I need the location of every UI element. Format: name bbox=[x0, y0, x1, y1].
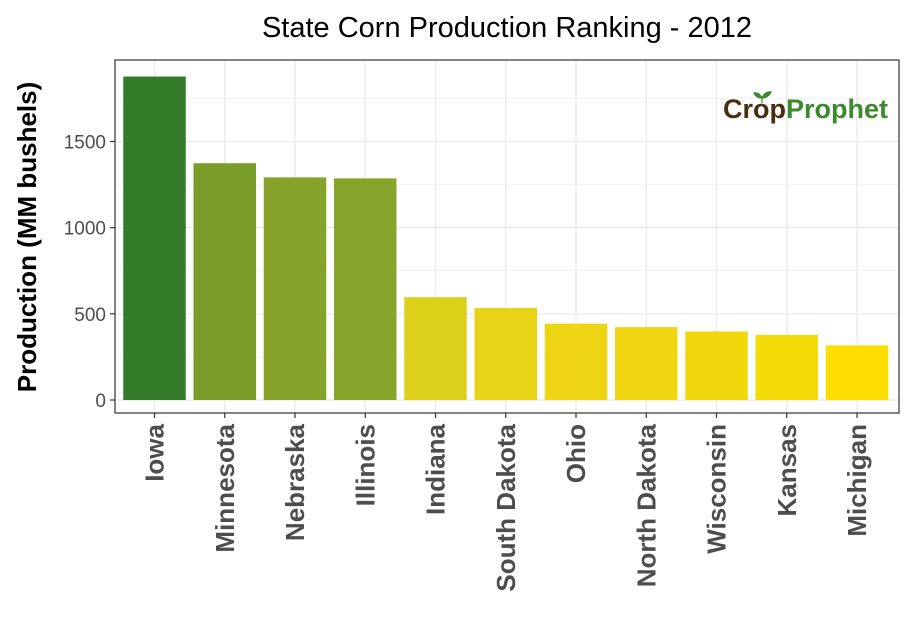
logo-text-prophet: Prophet bbox=[786, 94, 888, 124]
x-tick-label: Ohio bbox=[561, 424, 591, 483]
x-tick-label: Nebraska bbox=[280, 423, 310, 541]
bar-wisconsin bbox=[685, 331, 748, 400]
bar-iowa bbox=[123, 76, 186, 400]
y-axis-label: Production (MM bushels) bbox=[12, 82, 42, 393]
x-tick-label: Wisconsin bbox=[702, 424, 732, 554]
x-axis: Iowa Minnesota Nebraska Illinois Indiana Sout… bbox=[140, 413, 872, 592]
bar-michigan bbox=[825, 345, 889, 400]
bar-minnesota bbox=[193, 163, 256, 400]
sprout-icon bbox=[753, 91, 772, 103]
bar-south-dakota bbox=[474, 307, 537, 400]
bar-illinois bbox=[334, 178, 397, 400]
bar-indiana bbox=[404, 297, 467, 400]
y-tick-label: 1500 bbox=[64, 133, 106, 154]
bar-north-dakota bbox=[615, 327, 678, 400]
x-tick-label: Indiana bbox=[421, 423, 451, 515]
bar-ohio bbox=[544, 323, 608, 400]
chart-title: State Corn Production Ranking - 2012 bbox=[262, 12, 752, 44]
bars bbox=[123, 76, 889, 400]
y-tick-label: 500 bbox=[74, 305, 106, 326]
y-tick-label: 0 bbox=[95, 391, 106, 412]
logo-text-crop: Cr bbox=[723, 94, 753, 124]
logo-text-p: p bbox=[770, 94, 787, 124]
x-tick-label: Illinois bbox=[350, 424, 380, 506]
x-tick-label: Kansas bbox=[772, 424, 802, 517]
logo-text-o: o bbox=[753, 94, 770, 124]
x-tick-label: North Dakota bbox=[631, 423, 661, 587]
x-tick-label: South Dakota bbox=[491, 423, 521, 591]
svg-text:CropProphet: CropProphet bbox=[723, 94, 888, 124]
x-tick-label: Iowa bbox=[140, 423, 170, 481]
x-tick-label: Minnesota bbox=[210, 423, 240, 552]
plot-border bbox=[114, 59, 900, 414]
bar-nebraska bbox=[263, 177, 327, 400]
logo: CropProphet bbox=[723, 91, 888, 124]
y-tick-label: 1000 bbox=[64, 219, 106, 240]
y-axis: 0 500 1000 1500 bbox=[64, 133, 115, 412]
x-tick-label: Michigan bbox=[842, 424, 872, 537]
bar-kansas bbox=[755, 334, 818, 400]
